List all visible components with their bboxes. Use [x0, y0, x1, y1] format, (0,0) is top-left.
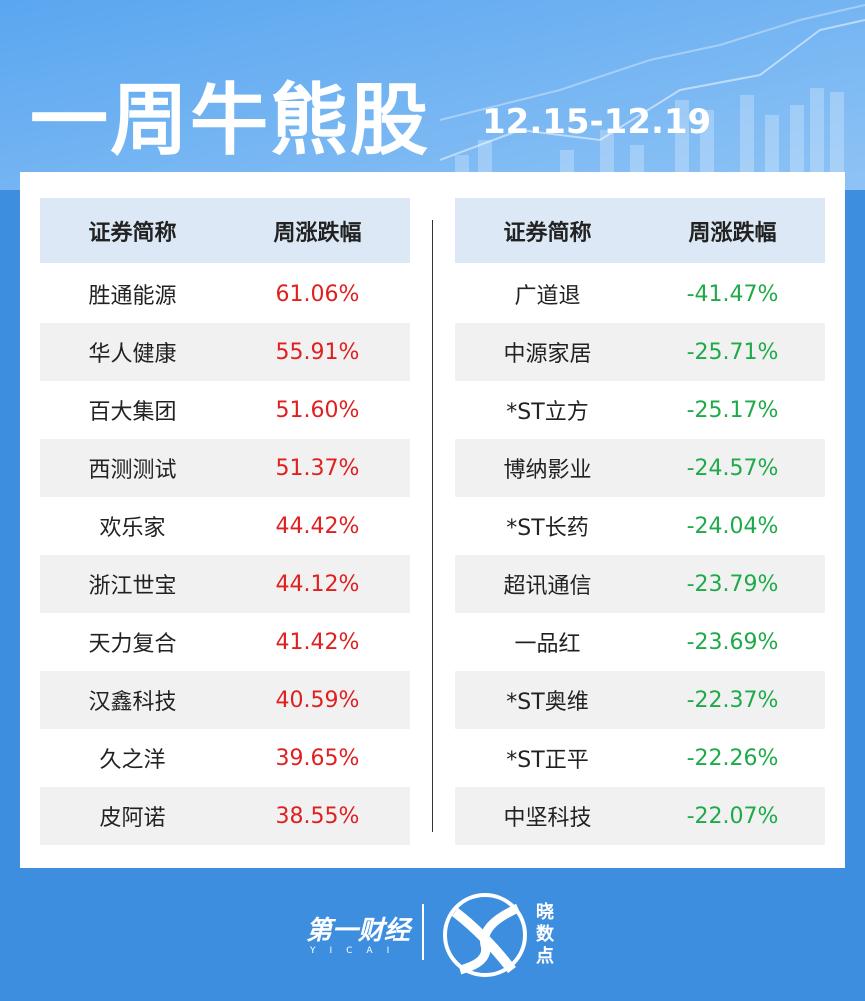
weekly-change: -25.71% — [686, 339, 779, 365]
table-row: 百大集团 51.60% — [40, 381, 410, 439]
table-row: 一品红 -23.69% — [455, 613, 825, 671]
table-row: 中坚科技 -22.07% — [455, 787, 825, 845]
table-row: *ST长药 -24.04% — [455, 497, 825, 555]
stock-name: 博纳影业 — [503, 458, 592, 483]
weekly-change: -41.47% — [686, 281, 779, 307]
weekly-change: -22.07% — [686, 803, 779, 829]
stock-name: *ST长药 — [506, 516, 589, 541]
table-row: *ST奥维 -22.37% — [455, 671, 825, 729]
table-row: 天力复合 41.42% — [40, 613, 410, 671]
weekly-change: 51.37% — [275, 455, 360, 481]
brand-en: YICAI — [310, 946, 404, 956]
weekly-change: 41.42% — [275, 629, 360, 655]
weekly-change: 61.06% — [275, 281, 360, 307]
logo — [443, 893, 527, 977]
stock-name: *ST立方 — [506, 400, 589, 425]
weekly-change: 55.91% — [275, 339, 360, 365]
brand: 第一财经 — [306, 916, 411, 946]
table-row: *ST正平 -22.26% — [455, 729, 825, 787]
weekly-change: -25.17% — [686, 397, 779, 423]
table-row: 久之洋 39.65% — [40, 729, 410, 787]
stock-name: 一品红 — [514, 632, 581, 657]
divider — [432, 220, 433, 832]
table-row: 浙江世宝 44.12% — [40, 555, 410, 613]
table: 证券简称 周涨跌幅广道退 -41.47% 中源家居 -25.71% *ST立方 -25.17… — [455, 198, 825, 845]
stock-name: 天力复合 — [88, 632, 177, 657]
weekly-change: -23.69% — [686, 629, 779, 655]
weekly-change: -22.37% — [686, 687, 779, 713]
stock-name: 欢乐家 — [99, 516, 166, 541]
weekly-change: -23.79% — [686, 571, 779, 597]
column-header: 周涨跌幅 — [273, 220, 362, 246]
stock-name: 中源家居 — [503, 342, 592, 367]
stock-name: 广道退 — [514, 284, 581, 309]
table-row: 汉鑫科技 40.59% — [40, 671, 410, 729]
stock-name: 久之洋 — [99, 748, 166, 773]
title: 一周牛熊股 — [30, 76, 431, 166]
table-row: *ST立方 -25.17% — [455, 381, 825, 439]
separator — [422, 904, 424, 960]
stock-name: 百大集团 — [88, 400, 177, 425]
table-row: 广道退 -41.47% — [455, 265, 825, 323]
table-row: 胜通能源 61.06% — [40, 265, 410, 323]
table: 证券简称 周涨跌幅胜通能源 61.06% 华人健康 55.91% 百大集团 51.60% 西测… — [40, 198, 410, 845]
column-header: 证券简称 — [88, 220, 177, 246]
banner — [0, 0, 865, 190]
header-row: 证券简称 周涨跌幅 — [455, 198, 825, 263]
weekly-change: -22.26% — [686, 745, 779, 771]
weekly-change: -24.57% — [686, 455, 779, 481]
weekly-change: 40.59% — [275, 687, 360, 713]
stock-name: 超讯通信 — [503, 574, 592, 599]
stock-name: *ST奥维 — [506, 690, 589, 715]
weekly-change: 39.65% — [275, 745, 360, 771]
weekly-change: 38.55% — [275, 803, 360, 829]
stock-name: 胜通能源 — [88, 284, 177, 309]
table-row: 超讯通信 -23.79% — [455, 555, 825, 613]
header-row: 证券简称 周涨跌幅 — [40, 198, 410, 263]
product: 晓数点 — [536, 902, 554, 967]
stock-name: 中坚科技 — [503, 806, 592, 831]
table-row: 欢乐家 44.42% — [40, 497, 410, 555]
weekly-change: -24.04% — [686, 513, 779, 539]
table-row: 博纳影业 -24.57% — [455, 439, 825, 497]
weekly-change: 44.42% — [275, 513, 360, 539]
table-row: 华人健康 55.91% — [40, 323, 410, 381]
footer: 第一财经 YICAI 晓数点 — [300, 880, 600, 990]
weekly-change: 51.60% — [275, 397, 360, 423]
weekly-change: 44.12% — [275, 571, 360, 597]
stock-name: 汉鑫科技 — [88, 690, 177, 715]
table-row: 皮阿诺 38.55% — [40, 787, 410, 845]
stock-name: 皮阿诺 — [99, 806, 166, 831]
date-range: 12.15-12.19 — [482, 102, 712, 142]
stock-name: 西测测试 — [88, 458, 177, 483]
stock-name: 华人健康 — [88, 342, 177, 367]
table-row: 中源家居 -25.71% — [455, 323, 825, 381]
panel: 证券简称 周涨跌幅胜通能源 61.06% 华人健康 55.91% 百大集团 51.60% 西测… — [20, 172, 845, 868]
column-header: 证券简称 — [503, 220, 592, 246]
column-header: 周涨跌幅 — [688, 220, 777, 246]
stock-name: *ST正平 — [506, 748, 589, 773]
stock-name: 浙江世宝 — [88, 574, 177, 599]
table-row: 西测测试 51.37% — [40, 439, 410, 497]
